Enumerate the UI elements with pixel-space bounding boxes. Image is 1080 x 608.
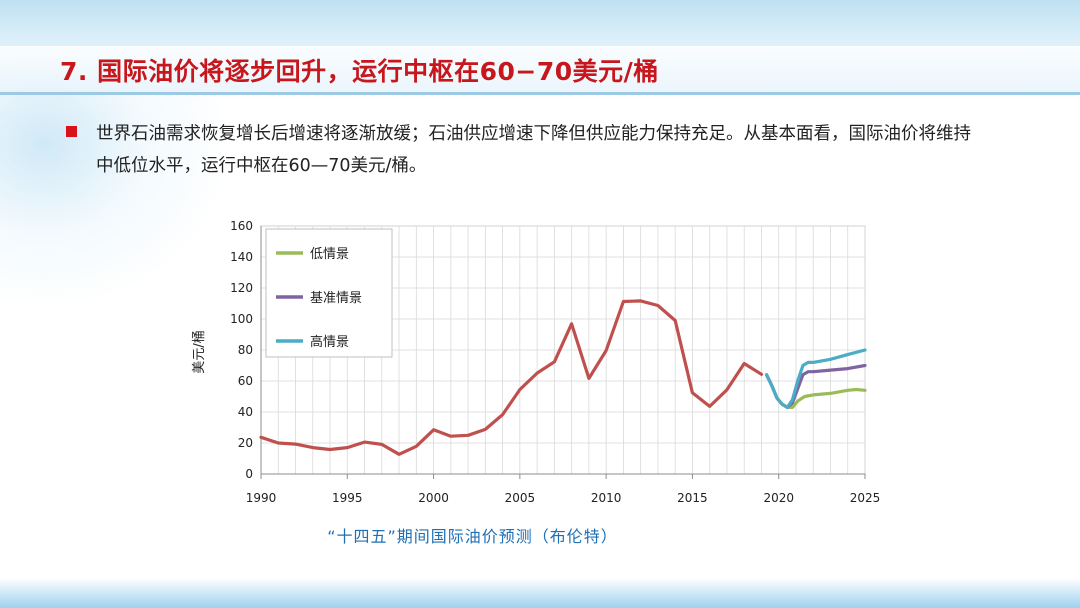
legend-label: 高情景 bbox=[310, 334, 349, 350]
chart-caption: “十四五”期间国际油价预测（布伦特） bbox=[0, 523, 1080, 547]
x-tick-label: 2015 bbox=[677, 491, 708, 505]
x-tick-label: 2000 bbox=[418, 491, 449, 505]
bullet-text: 世界石油需求恢复增长后增速将逐渐放缓；石油供应增速下降但供应能力保持充足。从基本… bbox=[96, 124, 971, 176]
x-tick-label: 2005 bbox=[505, 491, 536, 505]
x-tick-label: 2020 bbox=[763, 491, 794, 505]
y-tick-label: 140 bbox=[230, 250, 253, 264]
y-tick-label: 20 bbox=[238, 436, 253, 450]
x-tick-label: 2010 bbox=[591, 491, 622, 505]
x-tick-label: 1995 bbox=[332, 491, 363, 505]
chart-lines bbox=[259, 299, 867, 456]
x-tick-label: 2025 bbox=[850, 491, 881, 505]
y-tick-label: 80 bbox=[238, 343, 253, 357]
legend-box bbox=[265, 228, 393, 358]
slide-title: 7. 国际油价将逐步回升，运行中枢在60−70美元/桶 bbox=[60, 57, 659, 86]
legend-label: 基准情景 bbox=[310, 291, 362, 306]
y-tick-label: 100 bbox=[230, 312, 253, 326]
title-bar bbox=[0, 46, 1080, 95]
y-tick-label: 0 bbox=[245, 467, 253, 481]
chart-caption-text: “十四五”期间国际油价预测（布伦特） bbox=[327, 527, 618, 546]
series-line-3 bbox=[764, 348, 867, 409]
y-tick-label: 40 bbox=[238, 405, 253, 419]
y-tick-label: 120 bbox=[230, 281, 253, 295]
bullet-square-icon bbox=[66, 126, 77, 137]
x-tick-label: 1990 bbox=[246, 491, 277, 505]
history-series-line bbox=[259, 299, 764, 456]
chart-axes: 0 20 40 60 80 100 120 140 160 1990 1995 2000 2005 201… bbox=[230, 219, 880, 505]
y-tick-label: 160 bbox=[230, 219, 253, 233]
legend-label: 低情景 bbox=[310, 247, 349, 262]
y-tick-label: 60 bbox=[238, 374, 253, 388]
footer-background bbox=[0, 578, 1080, 608]
y-axis-label: 美元/桶 bbox=[192, 330, 207, 373]
